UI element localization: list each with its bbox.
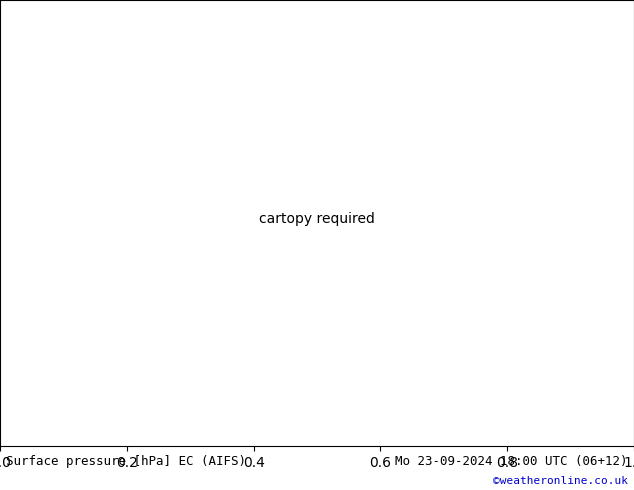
Text: ©weatheronline.co.uk: ©weatheronline.co.uk	[493, 476, 628, 486]
Text: Mo 23-09-2024 18:00 UTC (06+12): Mo 23-09-2024 18:00 UTC (06+12)	[395, 455, 628, 468]
Text: cartopy required: cartopy required	[259, 212, 375, 226]
Text: Surface pressure [hPa] EC (AIFS): Surface pressure [hPa] EC (AIFS)	[6, 455, 247, 468]
